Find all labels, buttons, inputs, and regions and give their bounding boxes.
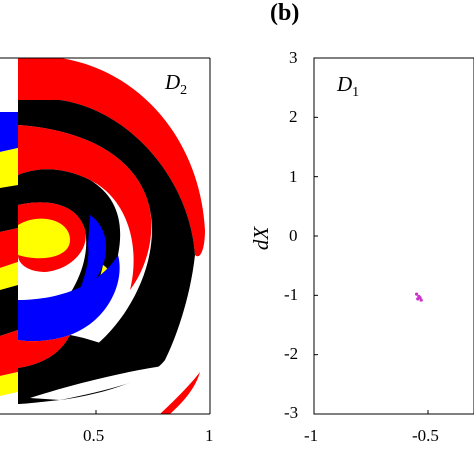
right-x-tick-neg0.5: -0.5 xyxy=(412,426,439,445)
scatter-point xyxy=(418,296,422,300)
left-black-2 xyxy=(0,285,18,336)
blue-band xyxy=(18,255,120,342)
right-x-tick-neg1: -1 xyxy=(304,426,319,445)
panel-b-label: (b) xyxy=(270,0,300,26)
region-d1-sub: 1 xyxy=(352,85,360,101)
white-sliver xyxy=(30,365,170,400)
y-tick-2: 2 xyxy=(289,107,298,126)
y-tick-1: 1 xyxy=(289,167,298,186)
scatter-points xyxy=(415,292,423,302)
region-label-d1: D1 xyxy=(337,72,359,101)
region-d2-letter: D xyxy=(165,70,181,94)
scatter-point xyxy=(415,292,419,296)
yellow-region xyxy=(18,218,70,259)
right-panel-frame xyxy=(313,57,474,415)
left-yellow-3 xyxy=(0,372,18,396)
left-x-tick-0.5: 0.5 xyxy=(83,426,105,445)
black-region-ring xyxy=(18,100,195,365)
left-blue xyxy=(0,112,18,152)
y-tick-neg2: -2 xyxy=(284,344,299,363)
y-tick-0: 0 xyxy=(289,226,298,245)
left-red xyxy=(0,228,18,268)
right-y-tick-marks xyxy=(314,57,318,415)
red-region-inner xyxy=(18,125,152,290)
left-yellow xyxy=(0,148,18,188)
red-region-outer xyxy=(18,58,205,257)
scatter-point xyxy=(419,298,423,302)
left-yellow-2 xyxy=(0,262,18,290)
region-label-d2: D2 xyxy=(165,70,187,99)
y-tick-neg3: -3 xyxy=(284,403,299,422)
region-d1-letter: D xyxy=(337,72,353,96)
y-tick-3: 3 xyxy=(289,48,298,67)
y-tick-neg1: -1 xyxy=(284,285,299,304)
y-axis-label: dX xyxy=(249,226,274,251)
basin-map xyxy=(0,58,210,414)
left-x-tick-1: 1 xyxy=(205,426,214,445)
left-black xyxy=(0,185,18,232)
blue-region xyxy=(75,215,107,300)
left-red-2 xyxy=(0,330,18,376)
region-d2-sub: 2 xyxy=(180,83,188,99)
black-lower xyxy=(18,335,165,404)
red-band-lower xyxy=(18,335,70,368)
left-white xyxy=(0,392,18,414)
